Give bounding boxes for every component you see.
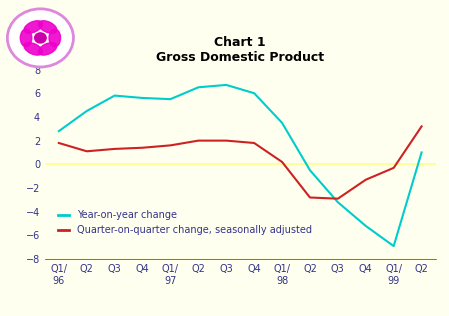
Ellipse shape: [49, 29, 61, 47]
Ellipse shape: [24, 21, 42, 33]
Text: (%): (%): [26, 50, 42, 60]
Ellipse shape: [39, 21, 57, 33]
Legend: Year-on-year change, Quarter-on-quarter change, seasonally adjusted: Year-on-year change, Quarter-on-quarter …: [54, 206, 316, 239]
Ellipse shape: [24, 43, 42, 55]
Ellipse shape: [20, 29, 32, 47]
Title: Chart 1
Gross Domestic Product: Chart 1 Gross Domestic Product: [156, 36, 324, 64]
Ellipse shape: [39, 43, 57, 55]
Circle shape: [35, 33, 46, 43]
Circle shape: [7, 9, 74, 67]
